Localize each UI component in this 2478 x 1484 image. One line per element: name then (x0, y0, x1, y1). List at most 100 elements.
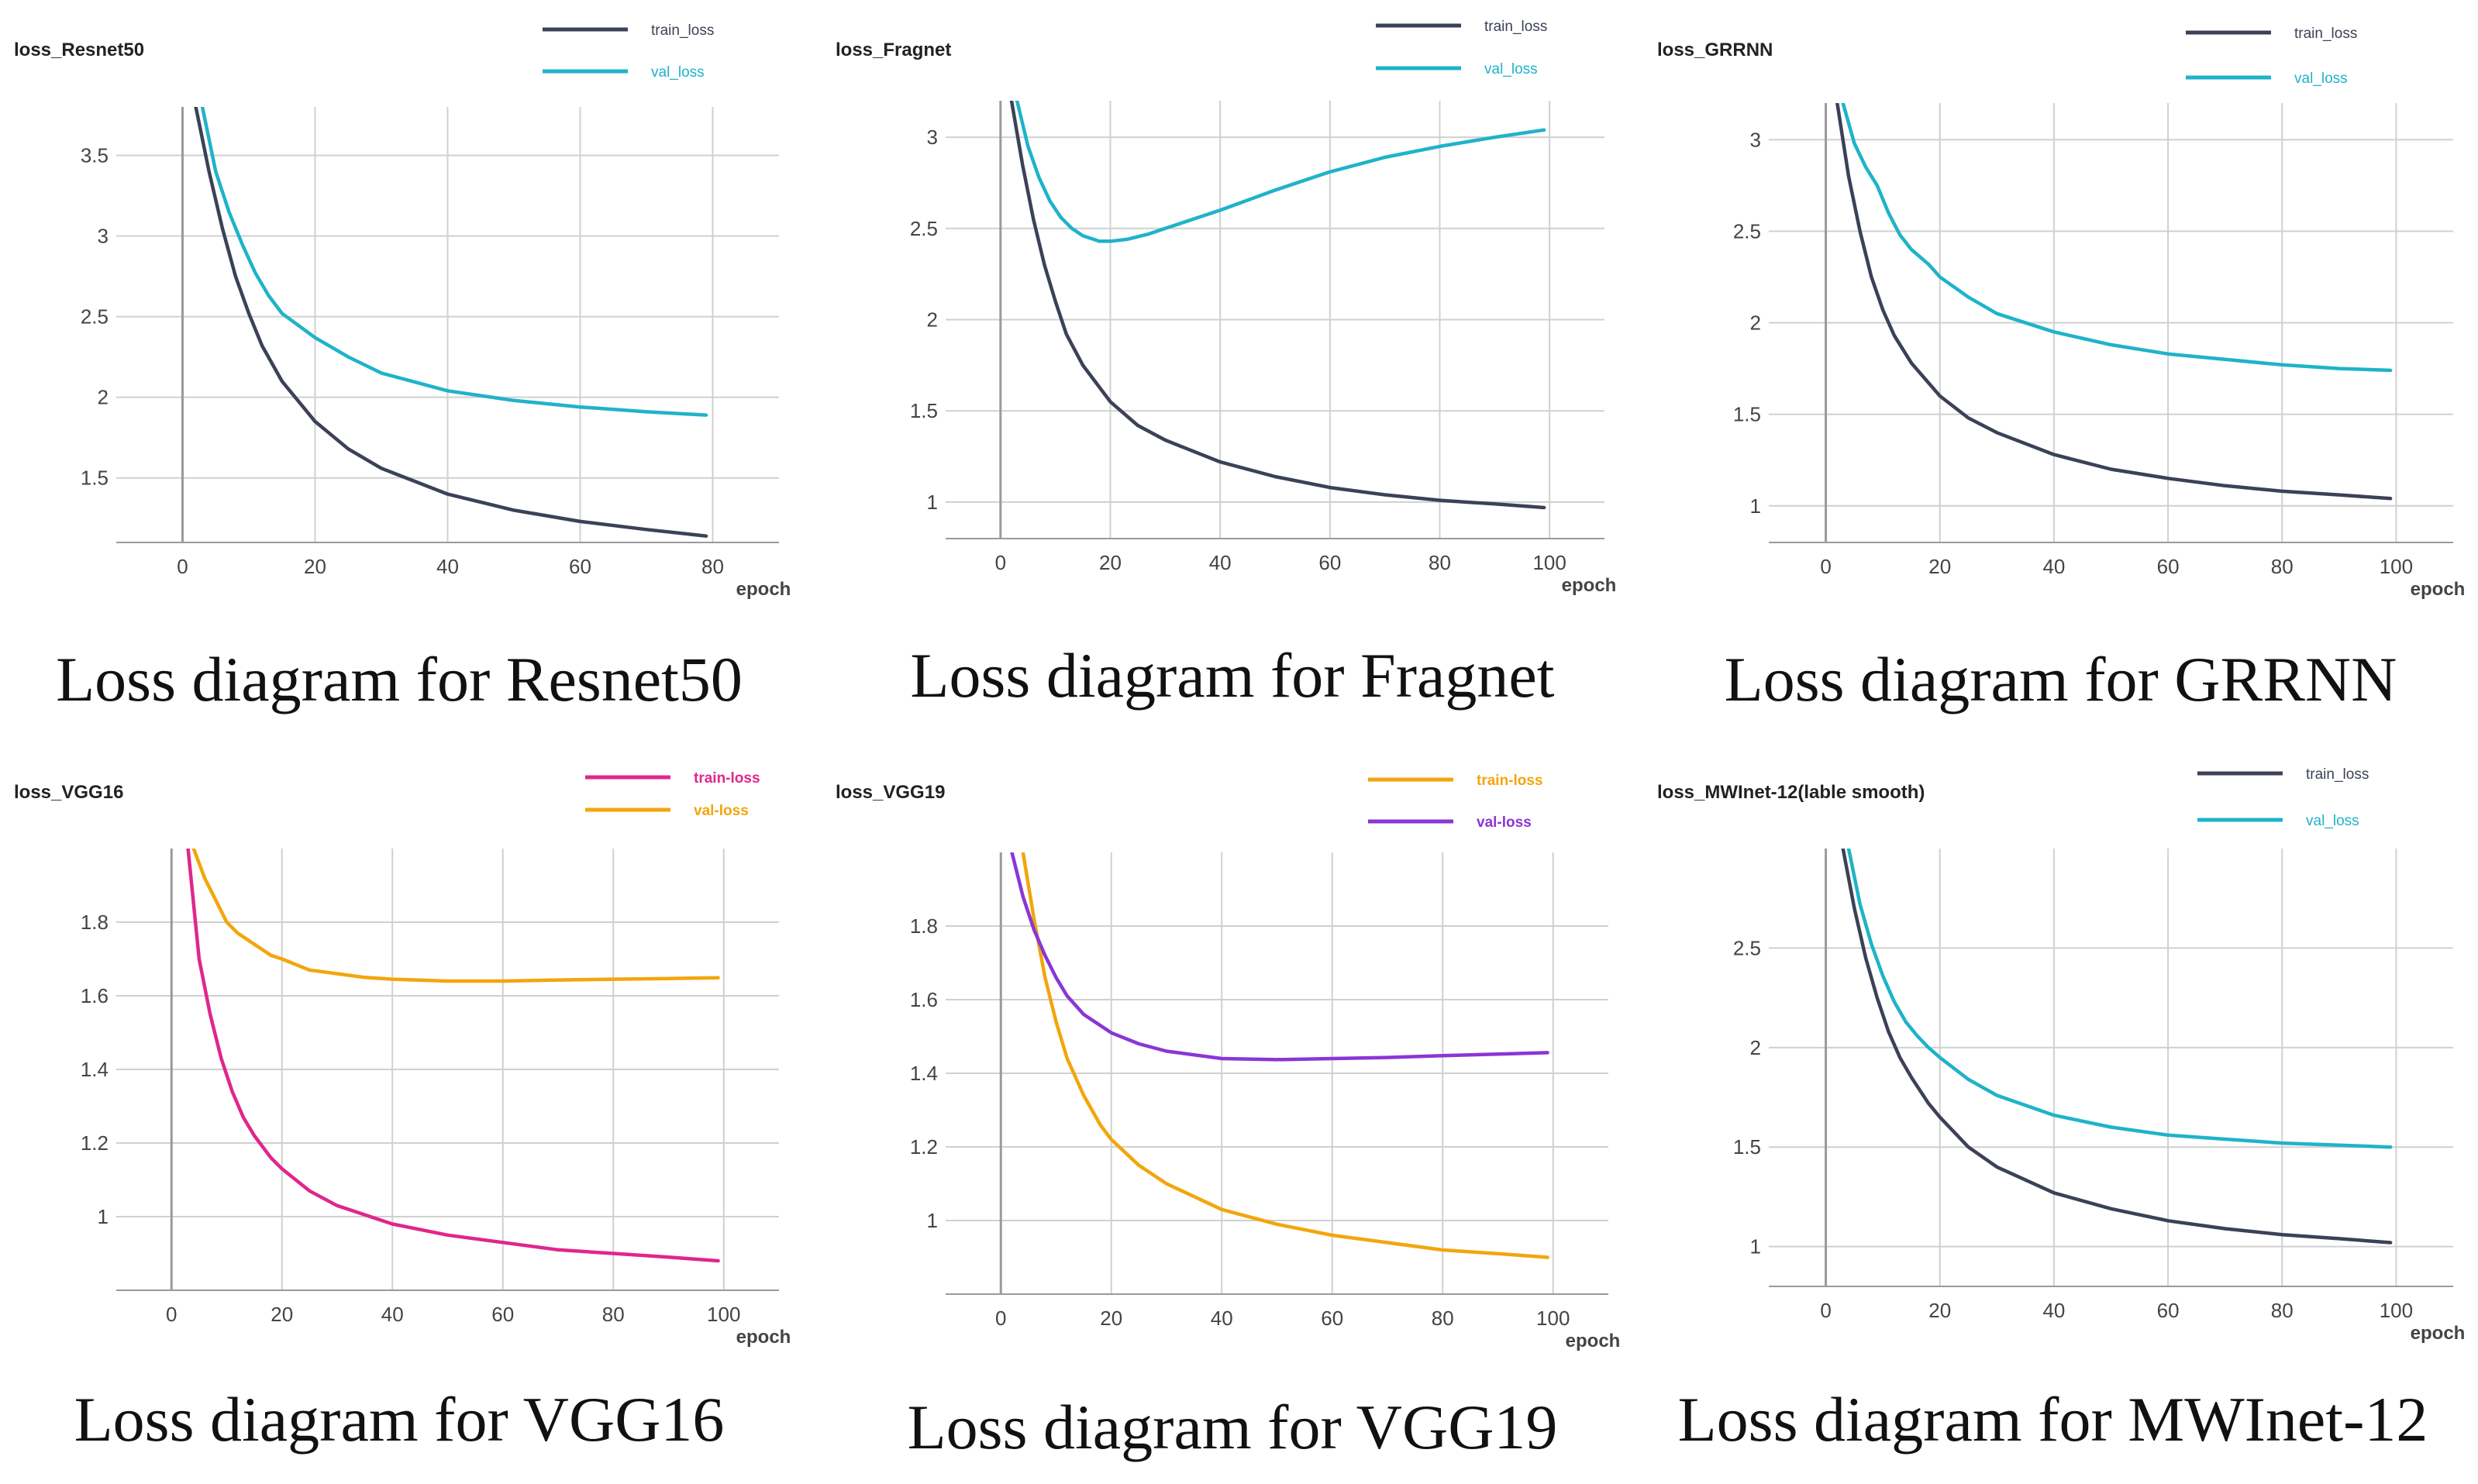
x-tick-label: 20 (271, 1303, 293, 1326)
y-tick-label: 2.5 (1733, 219, 1761, 243)
legend-label: train-loss (694, 770, 760, 787)
series-line-val_loss (1846, 849, 2393, 1149)
x-tick-label: 0 (995, 551, 1006, 574)
x-tick-label: 80 (701, 555, 724, 578)
chart-title: loss_Fragnet (836, 40, 951, 60)
series-line-val_loss (1841, 103, 2393, 373)
x-tick-label: 20 (1928, 1299, 1951, 1322)
series-line-train_loss (1841, 849, 2393, 1245)
x-axis-label: epoch (1566, 1331, 1621, 1351)
caption-vgg19: Loss diagram for VGG19 (907, 1392, 1558, 1462)
legend-label: val_loss (651, 64, 705, 81)
x-tick-label: 60 (2157, 555, 2180, 578)
series-line-train-loss (186, 849, 720, 1263)
x-axis-label: epoch (736, 1327, 791, 1348)
x-tick-label: 80 (2271, 1299, 2294, 1322)
series-line-val_loss (1015, 101, 1546, 243)
y-tick-label: 1 (927, 491, 938, 514)
x-axis-label: epoch (1562, 575, 1617, 596)
x-tick-label: 100 (1536, 1307, 1570, 1330)
y-tick-label: 2.5 (1733, 936, 1761, 959)
chart-fragnet: loss_Fragnet 1 1.5 2 2.5 3 0 20 40 60 80 100 epoch tr… (822, 0, 1643, 620)
legend-label: train-loss (1477, 773, 1543, 789)
y-tick-label: 1.5 (81, 467, 109, 490)
x-tick-label: 60 (2157, 1299, 2180, 1322)
chart-title: loss_GRRNN (1657, 40, 1773, 60)
caption-resnet50: Loss diagram for Resnet50 (56, 644, 743, 714)
chart-resnet50: loss_Resnet50 1.5 2 2.5 3 3.5 0 20 40 60 80 epoch tr… (0, 0, 798, 620)
y-tick-label: 3 (98, 225, 109, 248)
x-tick-label: 60 (1321, 1307, 1343, 1330)
y-tick-label: 1.6 (910, 988, 938, 1011)
series-line-train_loss (1009, 101, 1546, 510)
x-axis-label: epoch (736, 579, 791, 600)
x-tick-label: 80 (1432, 1307, 1454, 1330)
legend-label: val-loss (694, 803, 749, 819)
x-axis-label: epoch (2411, 579, 2466, 600)
x-tick-label: 0 (166, 1303, 177, 1326)
x-tick-label: 20 (1099, 551, 1122, 574)
series-line-val_loss (200, 107, 708, 417)
x-tick-label: 0 (177, 555, 188, 578)
chart-title: loss_VGG19 (836, 782, 945, 803)
chart-svg: loss_VGG19 1 1.2 1.4 1.6 1.8 0 20 40 60 80 100epoch… (836, 773, 1621, 1351)
series-line-train_loss (1835, 103, 2393, 501)
x-tick-label: 60 (1318, 551, 1341, 574)
chart-title: loss_Resnet50 (14, 40, 144, 60)
y-tick-label: 1.5 (1733, 403, 1761, 426)
y-tick-label: 2 (927, 308, 938, 332)
chart-title: loss_MWInet-12(lable smooth) (1657, 782, 1925, 803)
x-tick-label: 20 (1928, 555, 1951, 578)
legend-label: train_loss (2306, 766, 2369, 783)
y-tick-label: 2 (98, 386, 109, 409)
chart-vgg19: loss_VGG19 1 1.2 1.4 1.6 1.8 0 20 40 60 80 100 epoch… (822, 752, 1643, 1372)
y-tick-label: 1.6 (81, 984, 109, 1007)
x-tick-label: 40 (1209, 551, 1232, 574)
chart-grrnn: loss_GRRNN 1 1.5 2 2.5 3 0 20 40 60 80 100 epoch trai… (1643, 0, 2478, 620)
caption-fragnet: Loss diagram for Fragnet (910, 640, 1555, 711)
y-tick-label: 1.2 (910, 1135, 938, 1159)
y-tick-label: 1.4 (81, 1058, 109, 1081)
series-line-val-loss (191, 849, 720, 983)
series-line-train_loss (194, 107, 708, 538)
y-tick-label: 1.4 (910, 1062, 938, 1085)
y-tick-label: 1.5 (1733, 1135, 1761, 1159)
y-tick-label: 2 (1750, 312, 1761, 335)
chart-svg: loss_Resnet50 1.5 2 2.5 3 3.5 0 20 40 60 80 epoch tr… (14, 22, 791, 600)
y-tick-label: 1 (98, 1205, 109, 1228)
caption-grrnn: Loss diagram for GRRNN (1724, 644, 2397, 714)
y-tick-label: 1 (1750, 1235, 1761, 1258)
x-tick-label: 100 (2380, 555, 2413, 578)
x-tick-label: 80 (2271, 555, 2294, 578)
y-tick-label: 1.5 (910, 399, 938, 422)
x-tick-label: 0 (995, 1307, 1006, 1330)
x-axis-label: epoch (2411, 1323, 2466, 1344)
series-line-train-loss (1021, 852, 1549, 1259)
x-tick-label: 60 (491, 1303, 514, 1326)
chart-mwinet12: loss_MWInet-12(lable smooth) 1 1.5 2 2.5 0 20 4… (1643, 752, 2478, 1372)
y-tick-label: 1.8 (81, 911, 109, 934)
chart-svg: loss_VGG16 1 1.2 1.4 1.6 1.8 0 20 40 60 80 100epoch… (14, 770, 791, 1348)
caption-vgg16: Loss diagram for VGG16 (74, 1384, 725, 1455)
legend-label: val_loss (2294, 71, 2348, 87)
x-tick-label: 40 (381, 1303, 404, 1326)
chart-vgg16: loss_VGG16 1 1.2 1.4 1.6 1.8 0 20 40 60 80 100 epoch… (0, 752, 798, 1372)
x-tick-label: 60 (569, 555, 591, 578)
legend-label: train_loss (1484, 19, 1547, 35)
y-tick-label: 1 (1750, 494, 1761, 518)
y-tick-label: 3 (927, 126, 938, 149)
chart-svg: loss_MWInet-12(lable smooth) 1 1.5 2 2.5 0 20 4… (1657, 766, 2466, 1344)
y-tick-label: 1 (927, 1209, 938, 1232)
y-tick-label: 2 (1750, 1036, 1761, 1059)
y-tick-label: 1.8 (910, 914, 938, 938)
x-tick-label: 100 (707, 1303, 740, 1326)
y-tick-label: 2.5 (81, 305, 109, 329)
y-tick-label: 3 (1750, 128, 1761, 151)
y-tick-label: 3.5 (81, 143, 109, 167)
x-tick-label: 40 (2042, 555, 2065, 578)
x-tick-label: 0 (1820, 555, 1831, 578)
x-tick-label: 80 (602, 1303, 625, 1326)
y-tick-label: 1.2 (81, 1131, 109, 1155)
